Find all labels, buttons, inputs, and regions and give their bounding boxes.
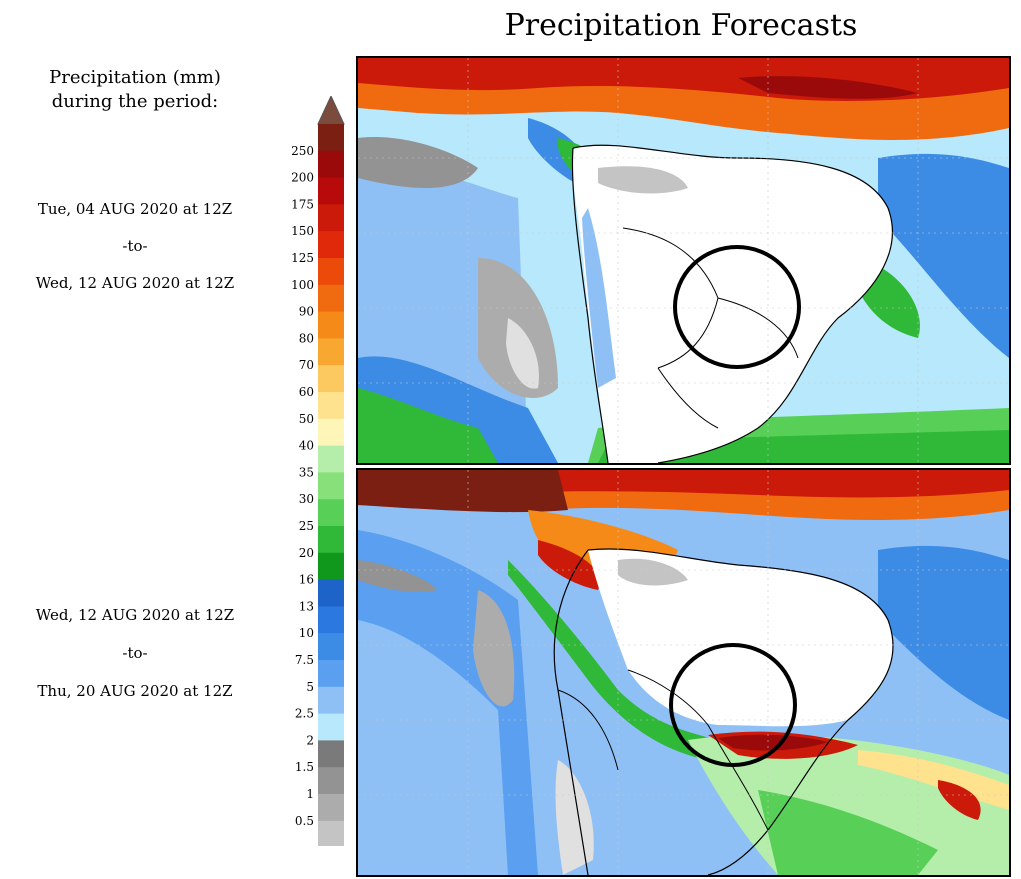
- highlight-circle-week1: [673, 245, 801, 369]
- legend-heading-line2: during the period:: [51, 91, 219, 112]
- colorbar-tick-label: 1: [306, 787, 314, 801]
- colorbar-tick-label: 60: [299, 385, 314, 399]
- period1-to: -to-: [122, 237, 148, 255]
- colorbar-tick-label: 50: [299, 412, 314, 426]
- colorbar-tick-label: 10: [299, 626, 314, 640]
- colorbar-tick-label: 0.5: [295, 814, 314, 828]
- map-week2: [358, 470, 1009, 875]
- colorbar-swatch: [318, 552, 344, 581]
- colorbar-tick-label: 13: [299, 599, 314, 613]
- colorbar-swatch: [318, 633, 344, 661]
- colorbar-swatch: [318, 392, 344, 420]
- colorbar-tick-label: 25: [299, 519, 314, 533]
- colorbar-swatch: [318, 660, 344, 688]
- colorbar-swatch: [318, 472, 344, 500]
- period2-end: Thu, 20 AUG 2020 at 12Z: [37, 682, 233, 700]
- highlight-circle-week2: [669, 643, 797, 767]
- colorbar-swatch: [318, 338, 344, 366]
- colorbar-swatch: [318, 740, 344, 768]
- colorbar-swatch: [318, 606, 344, 634]
- colorbar-top-arrow: [317, 96, 345, 125]
- colorbar-tick-label: 30: [299, 492, 314, 506]
- colorbar-swatch: [318, 820, 344, 846]
- colorbar-swatch: [318, 499, 344, 527]
- colorbar-swatch: [318, 526, 344, 554]
- colorbar-swatch: [318, 686, 344, 715]
- colorbar-tick-label: 250: [291, 144, 314, 158]
- colorbar-tick-label: 100: [291, 278, 314, 292]
- colorbar-swatch: [318, 150, 344, 179]
- colorbar-swatch: [318, 365, 344, 393]
- legend-heading: Precipitation (mm) during the period:: [10, 66, 260, 114]
- colorbar-tick-label: 175: [291, 197, 314, 211]
- colorbar-tick-label: 16: [299, 573, 314, 587]
- colorbar-swatch: [318, 445, 344, 473]
- legend-heading-line1: Precipitation (mm): [49, 67, 221, 88]
- colorbar-tick-label: 80: [299, 331, 314, 345]
- colorbar-tick-label: 200: [291, 171, 314, 185]
- colorbar-swatch: [318, 418, 344, 447]
- colorbar-swatch: [318, 579, 344, 607]
- precipitation-colorbar: 2502001751501251009080706050403530252016…: [291, 96, 345, 846]
- colorbar-tick-label: 5: [306, 680, 314, 694]
- colorbar-tick-label: 20: [299, 546, 314, 560]
- colorbar-swatch: [318, 311, 344, 339]
- colorbar-tick-label: 2.5: [295, 707, 314, 721]
- map-panel-week1: [356, 56, 1011, 465]
- period2-start: Wed, 12 AUG 2020 at 12Z: [35, 606, 235, 624]
- colorbar-swatch: [318, 177, 344, 205]
- period1-start: Tue, 04 AUG 2020 at 12Z: [37, 200, 233, 218]
- colorbar-swatch: [318, 284, 344, 313]
- colorbar-swatch: [318, 231, 344, 259]
- page-title: Precipitation Forecasts: [504, 8, 858, 43]
- colorbar-tick-label: 150: [291, 224, 314, 238]
- period1-end: Wed, 12 AUG 2020 at 12Z: [35, 274, 235, 292]
- colorbar-tick-label: 90: [299, 305, 314, 319]
- colorbar-tick-label: 1.5: [295, 760, 314, 774]
- colorbar-swatch: [318, 767, 344, 795]
- colorbar-swatch: [318, 204, 344, 232]
- map-panel-week2: [356, 468, 1011, 877]
- colorbar-swatch: [318, 794, 344, 822]
- colorbar-tick-label: 7.5: [295, 653, 314, 667]
- colorbar-tick-label: 125: [291, 251, 314, 265]
- colorbar-swatch: [318, 124, 344, 152]
- colorbar-swatch: [318, 258, 344, 286]
- period2-to: -to-: [122, 644, 148, 662]
- colorbar-tick-label: 2: [306, 733, 314, 747]
- colorbar-swatch: [318, 713, 344, 741]
- map-week1: [358, 58, 1009, 463]
- colorbar-tick-label: 40: [299, 439, 314, 453]
- colorbar-tick-label: 70: [299, 358, 314, 372]
- colorbar-tick-label: 35: [299, 465, 314, 479]
